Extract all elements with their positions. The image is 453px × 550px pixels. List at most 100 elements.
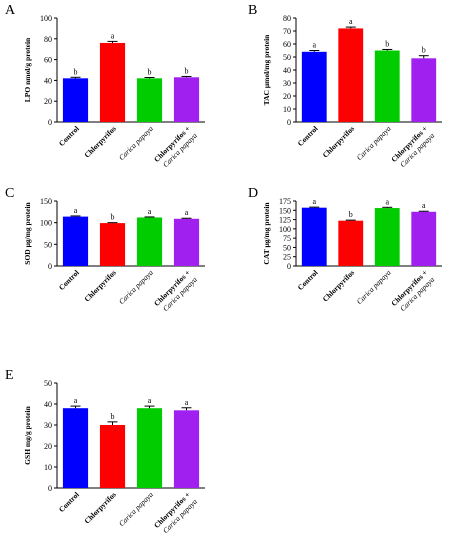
y-tick-label: 125: [279, 216, 291, 225]
y-tick-label: 50: [44, 240, 52, 249]
significance-label: a: [312, 197, 316, 206]
bar-0: [301, 51, 327, 122]
y-tick-label: 100: [40, 219, 52, 228]
significance-label: b: [111, 412, 115, 421]
significance-label: a: [185, 208, 189, 217]
x-tick-label: Control: [57, 490, 81, 514]
panel-a: A 0 20 40 60 80 100 LPO nmol/g protein b Control a…: [5, 3, 205, 169]
y-tick-label: 20: [283, 92, 291, 101]
y-tick-label: 0: [48, 484, 52, 493]
y-tick-label: 20: [44, 442, 52, 451]
y-tick-label: 150: [40, 197, 52, 206]
x-tick-label: Carica papaya: [355, 124, 393, 162]
significance-label: a: [422, 201, 426, 210]
bar-0: [62, 216, 89, 266]
bar-2: [136, 217, 163, 266]
x-tick-label: Chlorpyrifos: [82, 490, 118, 526]
bar-3: [173, 77, 200, 122]
x-tick-label: Carica papaya: [355, 268, 393, 306]
y-tick-label: 20: [44, 97, 52, 106]
bar-2: [136, 408, 163, 488]
panel-letter: A: [5, 3, 16, 18]
y-axis-label: TAC μmol/mg protein: [262, 34, 271, 105]
y-tick-label: 40: [44, 76, 52, 85]
significance-label: b: [148, 67, 152, 76]
x-tick-label: Control: [296, 124, 320, 148]
y-tick-label: 0: [48, 118, 52, 127]
panel-letter: E: [5, 368, 14, 383]
x-tick-label: Chlorpyrifos: [321, 268, 357, 304]
y-tick-label: 50: [44, 379, 52, 388]
y-axis-label: CAT μg/mg protein: [262, 202, 271, 265]
bar-3: [411, 211, 437, 266]
bar-1: [338, 28, 364, 122]
x-tick-label: Carica papaya: [117, 268, 155, 306]
y-tick-label: 100: [279, 225, 291, 234]
x-tick-label: Chlorpyrifos: [82, 124, 118, 160]
x-tick-label: Carica papaya: [117, 124, 155, 162]
panel-c: C 0 50 100 150 SOD μg/mg protein a Control b Chlo…: [5, 186, 205, 313]
bar-1: [99, 425, 126, 488]
y-tick-label: 30: [44, 421, 52, 430]
y-tick-label: 80: [44, 35, 52, 44]
significance-label: b: [385, 39, 389, 48]
significance-label: a: [148, 207, 152, 216]
panel-b: B 0 10 20 30 40 50 60 70 80 TAC μmol/mg protein a Co…: [248, 3, 442, 169]
x-tick-label: Chlorpyrifos: [321, 124, 357, 160]
significance-label: a: [74, 206, 78, 215]
y-tick-label: 150: [279, 206, 291, 215]
y-tick-label: 0: [287, 262, 291, 271]
significance-label: a: [111, 31, 115, 40]
bar-0: [301, 207, 327, 266]
significance-label: a: [349, 17, 353, 26]
bar-1: [99, 223, 126, 266]
y-tick-label: 80: [283, 14, 291, 23]
y-axis-label: GSH mg/g protein: [23, 405, 32, 464]
bar-2: [374, 50, 400, 122]
y-tick-label: 30: [283, 79, 291, 88]
y-tick-label: 10: [283, 105, 291, 114]
y-axis-label: SOD μg/mg protein: [23, 201, 32, 264]
significance-label: a: [74, 396, 78, 405]
y-tick-label: 40: [44, 400, 52, 409]
bar-1: [99, 42, 126, 122]
bar-3: [173, 410, 200, 488]
bar-3: [173, 218, 200, 266]
bar-0: [62, 78, 89, 122]
y-axis-label: LPO nmol/g protein: [23, 37, 32, 102]
bar-3: [411, 58, 437, 122]
panel-letter: D: [248, 186, 258, 201]
y-tick-label: 70: [283, 27, 291, 36]
y-tick-label: 50: [283, 53, 291, 62]
bar-2: [136, 78, 163, 122]
x-tick-label: Control: [296, 268, 320, 292]
significance-label: a: [185, 398, 189, 407]
significance-label: a: [385, 197, 389, 206]
x-tick-label: Control: [57, 268, 81, 292]
bar-0: [62, 408, 89, 488]
significance-label: a: [148, 396, 152, 405]
significance-label: a: [312, 41, 316, 50]
x-tick-label: Chlorpyrifos: [82, 268, 118, 304]
bar-1: [338, 220, 364, 266]
significance-label: b: [74, 67, 78, 76]
panel-e: E 0 10 20 30 40 50 GSH mg/g protein a Control b Chl…: [5, 368, 205, 535]
significance-label: b: [111, 213, 115, 222]
y-tick-label: 60: [283, 40, 291, 49]
significance-label: b: [185, 66, 189, 75]
significance-label: b: [349, 210, 353, 219]
y-tick-label: 60: [44, 56, 52, 65]
x-tick-label: Carica papaya: [117, 490, 155, 528]
y-tick-label: 175: [279, 197, 291, 206]
panel-letter: B: [248, 3, 257, 18]
y-tick-label: 40: [283, 66, 291, 75]
bar-2: [374, 208, 400, 266]
y-tick-label: 75: [283, 234, 291, 243]
panel-letter: C: [5, 186, 14, 201]
y-tick-label: 0: [287, 118, 291, 127]
x-tick-label: Control: [57, 124, 81, 148]
y-tick-label: 10: [44, 463, 52, 472]
y-tick-label: 50: [283, 243, 291, 252]
significance-label: b: [422, 46, 426, 55]
